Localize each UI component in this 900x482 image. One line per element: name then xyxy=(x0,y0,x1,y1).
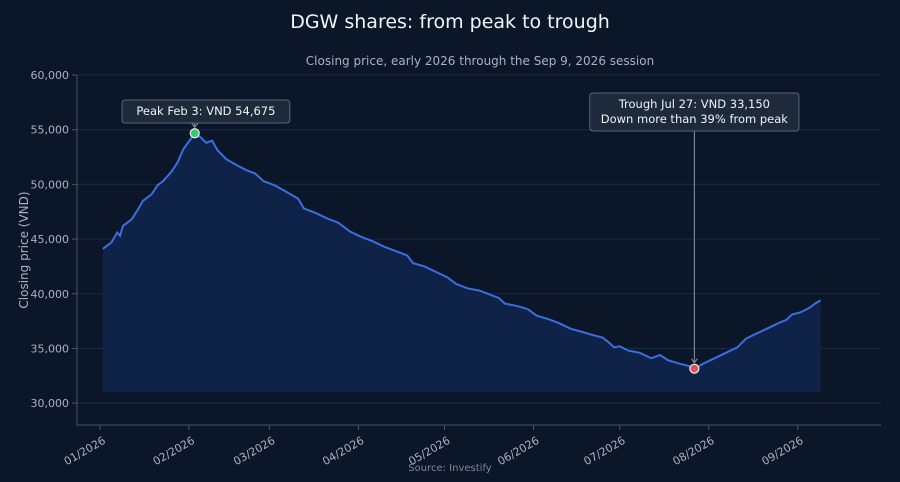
y-tick-label: 55,000 xyxy=(31,124,70,137)
series-area xyxy=(102,133,821,393)
y-tick-label: 50,000 xyxy=(31,178,70,191)
peak-marker xyxy=(189,128,200,139)
annotation-arrowhead xyxy=(191,122,199,129)
y-axis-title: Closing price (VND) xyxy=(17,191,31,308)
y-tick-label: 60,000 xyxy=(31,69,70,82)
y-tick-label: 35,000 xyxy=(31,342,70,355)
x-tick-label: 08/2026 xyxy=(671,434,717,468)
source-note: Source: Investify xyxy=(408,463,492,474)
x-tick-label: 01/2026 xyxy=(62,434,108,468)
x-tick-label: 09/2026 xyxy=(760,434,806,468)
axes xyxy=(76,75,881,426)
chart-title: DGW shares: from peak to trough xyxy=(290,11,610,33)
x-tick-label: 07/2026 xyxy=(582,434,628,468)
annotation-text: Peak Feb 3: VND 54,675 xyxy=(136,104,275,118)
y-ticks: 30,000 35,000 40,000 45,000 50,000 55,000 60,0… xyxy=(31,69,77,410)
x-tick-label: 03/2026 xyxy=(231,434,277,468)
y-tick-label: 30,000 xyxy=(31,397,70,410)
trough-marker xyxy=(689,363,700,374)
annotations: Peak Feb 3: VND 54,675 Trough Jul 27: VND… xyxy=(121,92,800,374)
annotation-box xyxy=(589,92,800,132)
x-tick-label: 04/2026 xyxy=(320,434,366,468)
annotation-text: Trough Jul 27: VND 33,150 xyxy=(618,97,770,111)
x-ticks: 01/2026 02/2026 03/2026 04/2026 05/2026 06/20… xyxy=(62,425,806,468)
chart-subtitle: Closing price, early 2026 through the Se… xyxy=(306,54,654,68)
y-tick-label: 40,000 xyxy=(31,288,70,301)
y-tick-label: 45,000 xyxy=(31,233,70,246)
annotation-text: Down more than 39% from peak xyxy=(601,112,789,126)
x-tick-label: 06/2026 xyxy=(495,434,541,468)
x-tick-label: 02/2026 xyxy=(151,434,197,468)
annotation-arrowhead xyxy=(690,358,698,364)
annotation-box xyxy=(121,99,291,124)
